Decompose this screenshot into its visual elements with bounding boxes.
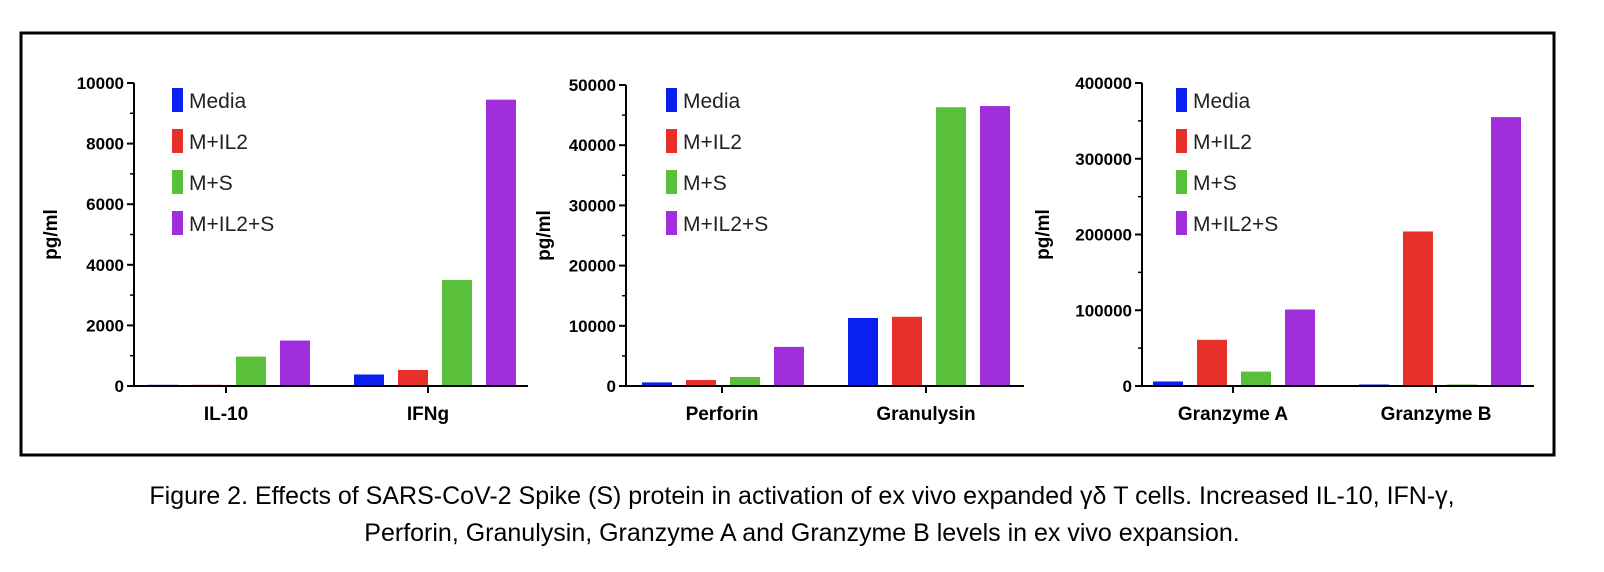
y-tick-label: 2000 bbox=[86, 316, 124, 335]
y-tick-label: 0 bbox=[1123, 377, 1132, 396]
y-tick-label: 20000 bbox=[569, 257, 616, 276]
chart-panel-2: 0 10000 20000 30000 40000 50000 Perforin Granul… bbox=[534, 76, 1024, 425]
y-tick-label: 8000 bbox=[86, 135, 124, 154]
legend-swatch-M+S bbox=[666, 170, 677, 194]
bar-Perforin-M+IL2 bbox=[686, 379, 716, 386]
y-tick-label: 10000 bbox=[569, 317, 616, 336]
y-axis-label: pg/ml bbox=[41, 209, 62, 260]
y-tick-label: 0 bbox=[115, 377, 124, 396]
legend-label-M+S: M+S bbox=[683, 172, 727, 195]
x-category-label: Granzyme B bbox=[1381, 404, 1492, 425]
legend-swatch-M+IL2 bbox=[172, 129, 183, 153]
y-tick-label: 40000 bbox=[569, 136, 616, 155]
y-tick-label: 6000 bbox=[86, 195, 124, 214]
bar-Granzyme B-M+IL2 bbox=[1403, 231, 1433, 386]
y-tick-label: 400000 bbox=[1075, 74, 1132, 93]
bar-Granulysin-M+IL2+S bbox=[980, 106, 1010, 386]
bar-Perforin-Media bbox=[642, 382, 672, 386]
bar-Granulysin-M+S bbox=[936, 107, 966, 387]
legend-label-M+IL2+S: M+IL2+S bbox=[1193, 213, 1278, 236]
bar-IFNg-Media bbox=[354, 374, 384, 386]
bar-Perforin-M+IL2+S bbox=[774, 346, 804, 386]
bar-IFNg-M+S bbox=[442, 279, 472, 386]
legend-swatch-M+IL2+S bbox=[172, 211, 183, 235]
legend-swatch-Media bbox=[666, 88, 677, 112]
legend-swatch-M+S bbox=[1176, 170, 1187, 194]
caption-line-2: Perforin, Granulysin, Granzyme A and Gra… bbox=[364, 519, 1240, 547]
bar-IFNg-M+IL2 bbox=[398, 369, 428, 386]
y-tick-label: 200000 bbox=[1075, 226, 1132, 245]
legend-label-M+S: M+S bbox=[189, 172, 233, 195]
plots-group: 0 2000 4000 6000 8000 10000 IL-10 IFNg pg/ml Medi… bbox=[41, 74, 1534, 425]
chart-panel-1: 0 2000 4000 6000 8000 10000 IL-10 IFNg pg/ml Medi… bbox=[41, 74, 528, 425]
bar-Granzyme A-M+IL2+S bbox=[1285, 309, 1315, 386]
bar-IL-10-M+IL2+S bbox=[280, 340, 310, 386]
legend-swatch-Media bbox=[172, 88, 183, 112]
legend-swatch-M+IL2 bbox=[666, 129, 677, 153]
y-tick-label: 100000 bbox=[1075, 301, 1132, 320]
bar-Granzyme A-Media bbox=[1153, 381, 1183, 386]
y-axis-label: pg/ml bbox=[1033, 209, 1054, 260]
legend-label-Media: Media bbox=[1193, 90, 1251, 113]
legend-label-M+IL2: M+IL2 bbox=[683, 131, 742, 154]
y-tick-label: 10000 bbox=[77, 74, 124, 93]
bar-Perforin-M+S bbox=[730, 376, 760, 386]
legend-swatch-M+S bbox=[172, 170, 183, 194]
legend-swatch-M+IL2+S bbox=[666, 211, 677, 235]
y-tick-label: 0 bbox=[607, 377, 616, 396]
legend-label-M+IL2: M+IL2 bbox=[1193, 131, 1252, 154]
legend-label-M+IL2+S: M+IL2+S bbox=[683, 213, 768, 236]
bar-Granulysin-Media bbox=[848, 317, 878, 386]
y-tick-label: 50000 bbox=[569, 76, 616, 95]
bar-IL-10-M+S bbox=[236, 356, 266, 386]
y-tick-label: 30000 bbox=[569, 196, 616, 215]
legend-label-Media: Media bbox=[683, 90, 741, 113]
bar-Granulysin-M+IL2 bbox=[892, 316, 922, 386]
x-category-label: IFNg bbox=[407, 404, 449, 425]
bar-IFNg-M+IL2+S bbox=[486, 99, 516, 386]
bar-Granzyme A-M+S bbox=[1241, 371, 1271, 386]
figure-frame bbox=[19, 31, 1556, 457]
bar-Granzyme A-M+IL2 bbox=[1197, 339, 1227, 386]
legend-swatch-M+IL2+S bbox=[1176, 211, 1187, 235]
x-category-label: Perforin bbox=[686, 404, 759, 425]
chart-panel-3: 0 100000 200000 300000 400000 Granzyme A Granz… bbox=[1033, 74, 1534, 425]
x-category-label: Granzyme A bbox=[1178, 404, 1288, 425]
legend-label-M+S: M+S bbox=[1193, 172, 1237, 195]
bar-Granzyme B-M+IL2+S bbox=[1491, 117, 1521, 387]
y-axis-label: pg/ml bbox=[534, 210, 555, 261]
legend-label-M+IL2+S: M+IL2+S bbox=[189, 213, 274, 236]
legend-swatch-Media bbox=[1176, 88, 1187, 112]
y-tick-label: 4000 bbox=[86, 256, 124, 275]
legend-swatch-M+IL2 bbox=[1176, 129, 1187, 153]
caption-line-1: Figure 2. Effects of SARS-CoV-2 Spike (S… bbox=[149, 482, 1455, 510]
legend-label-M+IL2: M+IL2 bbox=[189, 131, 248, 154]
x-category-label: Granulysin bbox=[876, 404, 975, 425]
y-tick-label: 300000 bbox=[1075, 150, 1132, 169]
figure-caption: Figure 2. Effects of SARS-CoV-2 Spike (S… bbox=[0, 478, 1604, 552]
x-category-label: IL-10 bbox=[204, 404, 248, 425]
legend-label-Media: Media bbox=[189, 90, 247, 113]
